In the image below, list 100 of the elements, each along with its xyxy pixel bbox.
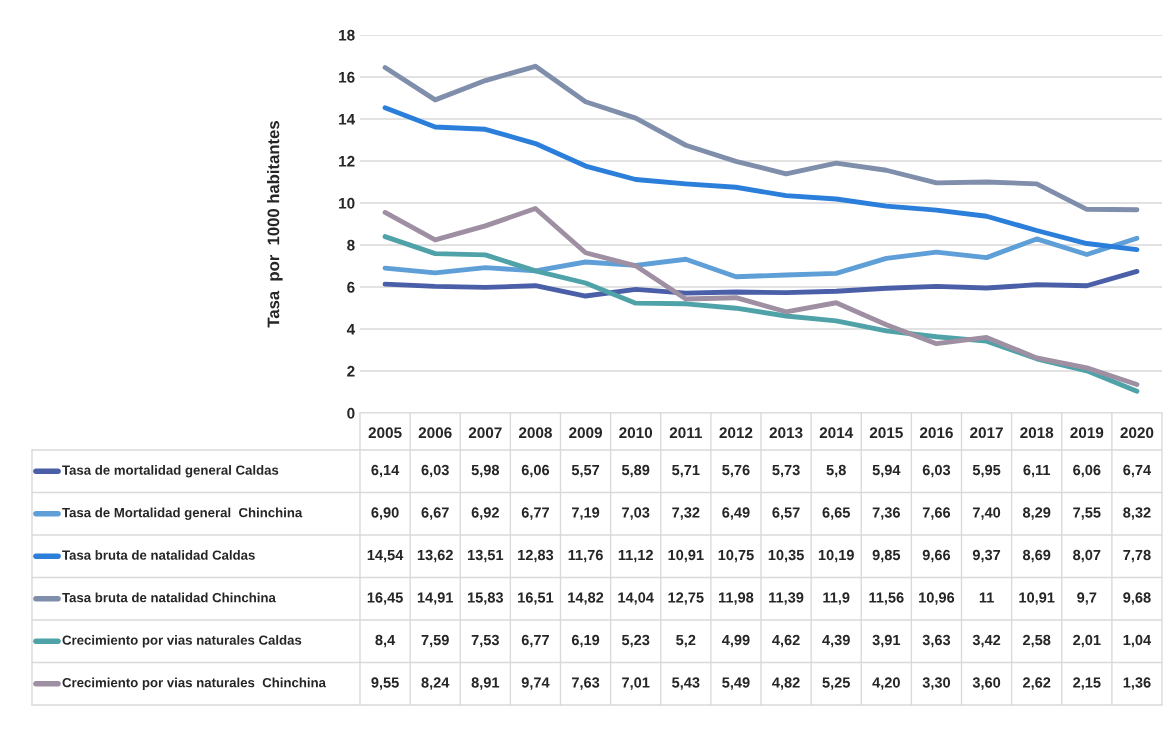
x-tick-label: 2006 (418, 427, 452, 439)
data-label: 2,15 (1073, 677, 1101, 690)
x-tick-label: 2018 (1020, 427, 1054, 439)
x-tick-label: 2010 (619, 427, 653, 439)
y-tick-label: 14 (339, 114, 356, 125)
data-label: 4,20 (872, 677, 900, 690)
data-label: 9,68 (1123, 592, 1151, 605)
data-label: 15,83 (467, 592, 504, 605)
data-label: 7,36 (872, 507, 900, 520)
data-label: 1,36 (1123, 677, 1151, 690)
data-label: 8,07 (1073, 549, 1101, 563)
data-label: 5,71 (672, 464, 700, 478)
data-label: 6,74 (1123, 464, 1152, 478)
x-tick-label: 2009 (569, 427, 602, 439)
x-tick-label: 2014 (819, 427, 854, 439)
y-axis-title: Tasa por 1000 habitantes (267, 121, 283, 328)
data-label: 5,25 (822, 677, 850, 690)
line-series (382, 105, 1140, 253)
data-label: 6,90 (371, 507, 399, 520)
data-label: 7,03 (622, 507, 650, 520)
data-label: 8,69 (1022, 549, 1051, 563)
data-label: 8,29 (1022, 507, 1051, 520)
data-label: 6,77 (521, 507, 549, 520)
data-label: 5,43 (672, 677, 700, 690)
data-label: 14,54 (367, 549, 404, 563)
data-label: 4,99 (721, 634, 750, 648)
data-label: 16,45 (367, 592, 403, 605)
x-tick-label: 2017 (970, 427, 1003, 439)
data-label: 10,75 (718, 549, 754, 563)
x-tick-label: 2020 (1120, 427, 1154, 439)
data-label: 6,14 (371, 464, 400, 478)
data-label: 5,23 (621, 634, 650, 648)
legend-label: Tasa bruta de natalidad Chinchina (62, 592, 276, 603)
data-label: 11,56 (869, 592, 904, 605)
x-tick-label: 2007 (468, 427, 502, 439)
data-label: 3,42 (972, 634, 1001, 648)
data-label: 7,19 (572, 507, 600, 520)
data-label: 7,01 (622, 677, 650, 690)
y-tick-label: 4 (346, 324, 356, 335)
x-tick-label: 2011 (669, 427, 702, 439)
legend-label: Crecimiento por vias naturales Caldas (62, 635, 302, 648)
data-label: 5,57 (571, 464, 600, 478)
data-label: 11,76 (568, 549, 603, 563)
data-label: 5,73 (772, 464, 800, 478)
data-label: 16,51 (518, 592, 554, 605)
data-label: 10,19 (818, 549, 854, 563)
x-tick-label: 2019 (1070, 427, 1104, 439)
data-label: 6,57 (772, 507, 800, 520)
data-label: 7,32 (672, 507, 700, 520)
y-tick-label: 16 (339, 71, 355, 83)
data-label: 6,03 (421, 464, 449, 478)
legend-label: Tasa de mortalidad general Caldas (62, 465, 279, 478)
data-label: 8,4 (375, 634, 396, 648)
data-label: 9,55 (371, 677, 399, 690)
data-label: 3,63 (922, 634, 951, 648)
data-label: 5,89 (621, 464, 650, 478)
data-label: 11 (979, 592, 994, 603)
y-tick-label: 18 (339, 29, 355, 41)
data-label: 5,76 (722, 464, 750, 478)
data-label: 11,39 (769, 592, 804, 605)
data-label: 2,62 (1023, 677, 1051, 690)
data-label: 14,04 (618, 592, 654, 605)
data-label: 8,24 (421, 677, 450, 690)
data-label: 10,35 (768, 549, 804, 563)
data-label: 6,67 (421, 507, 449, 520)
y-tick-label: 2 (347, 365, 355, 377)
data-label: 6,06 (1073, 464, 1101, 478)
data-label: 14,91 (417, 592, 454, 605)
data-label: 6,65 (822, 507, 850, 520)
data-label: 11,9 (823, 592, 850, 605)
data-label: 13,51 (467, 549, 504, 563)
data-label: 4,62 (772, 634, 800, 648)
data-label: 8,32 (1123, 507, 1151, 520)
data-label: 9,74 (521, 677, 550, 690)
x-tick-label: 2016 (919, 427, 953, 439)
data-label: 9,37 (972, 549, 1001, 563)
data-label: 6,19 (571, 634, 600, 648)
data-label: 11,12 (618, 549, 653, 563)
legend-label: Crecimiento por vias naturales Chinchina (62, 677, 327, 690)
data-label: 3,30 (922, 677, 951, 690)
data-label: 6,03 (922, 464, 951, 478)
line-series (382, 63, 1140, 213)
y-tick-label: 8 (347, 239, 355, 251)
data-label: 3,60 (972, 677, 1001, 690)
x-tick-label: 2015 (869, 427, 903, 439)
data-label: 6,11 (1023, 464, 1051, 478)
data-label: 6,06 (521, 464, 550, 478)
data-label: 12,75 (668, 592, 704, 605)
data-label: 6,49 (722, 507, 750, 520)
y-tick-label: 10 (339, 197, 355, 209)
legend-label: Tasa de Mortalidad general Chinchina (62, 507, 303, 520)
data-label: 5,94 (872, 464, 901, 478)
data-label: 9,7 (1077, 592, 1097, 605)
data-label: 2,01 (1073, 634, 1101, 648)
data-label: 3,91 (872, 634, 901, 648)
data-label: 9,66 (922, 549, 951, 563)
line-series (382, 235, 1140, 280)
x-tick-label: 2013 (769, 427, 803, 439)
data-label: 7,40 (973, 507, 1001, 520)
data-label: 7,55 (1073, 507, 1101, 520)
